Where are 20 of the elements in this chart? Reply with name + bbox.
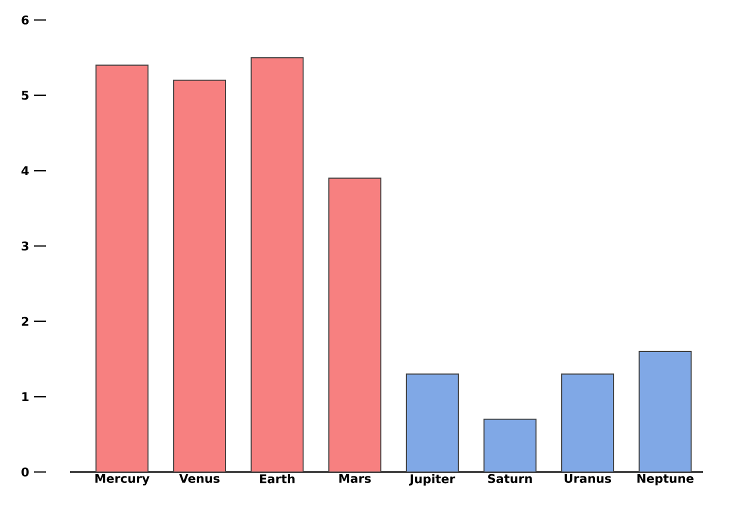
- y-tick-label: 6: [22, 15, 29, 25]
- x-tick-label: Mercury: [95, 474, 150, 486]
- x-tick-label: Uranus: [564, 474, 612, 483]
- y-tick-label: 5: [22, 90, 28, 100]
- x-tick-label: Jupiter: [408, 474, 456, 486]
- y-tick-label: 1: [22, 392, 28, 402]
- bar: [638, 350, 692, 472]
- x-tick-label: Neptune: [637, 474, 694, 486]
- bar: [561, 374, 614, 472]
- x-tick-label: Saturn: [488, 474, 532, 484]
- y-tick-label: 3: [22, 241, 28, 251]
- y-tick-label: 2: [22, 316, 28, 326]
- x-tick-label: Earth: [260, 474, 295, 484]
- bar: [406, 374, 459, 472]
- x-tick-label: Venus: [179, 474, 220, 483]
- bar: [95, 64, 149, 472]
- bar: [173, 80, 226, 472]
- x-tick-label: Mars: [339, 474, 371, 483]
- y-tick-label: 4: [21, 166, 29, 176]
- y-tick-label: 0: [22, 467, 29, 477]
